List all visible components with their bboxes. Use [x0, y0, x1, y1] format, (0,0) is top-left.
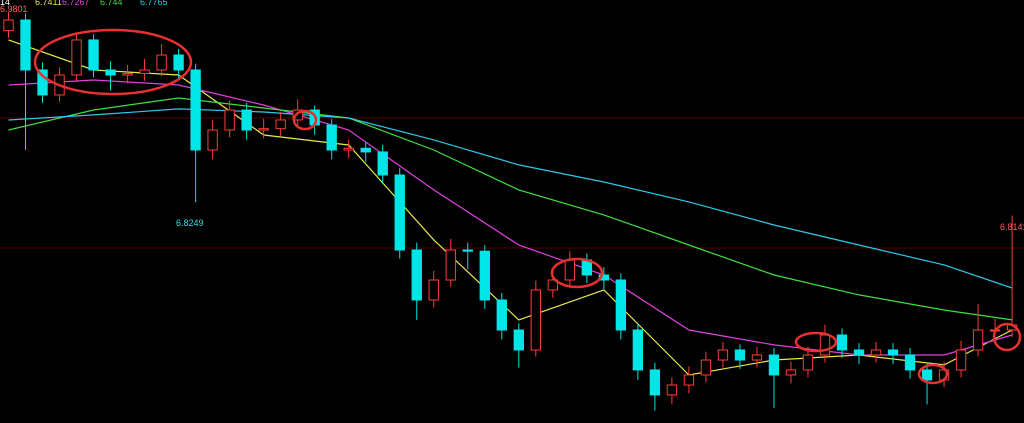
legend-value: 6.744 [100, 0, 123, 7]
candle-body [632, 329, 644, 371]
legend-value: 6.7411 [35, 0, 62, 7]
candle-body [156, 54, 167, 71]
candle-body [122, 73, 133, 76]
candle-body [547, 279, 559, 291]
candle-body [190, 69, 201, 151]
candle-body [207, 129, 218, 151]
ma-line [8, 79, 1013, 356]
ma-line [8, 39, 1013, 376]
candle-body [598, 274, 610, 281]
candle-body [3, 19, 14, 32]
candle-body [445, 249, 456, 281]
candle-body [819, 334, 831, 356]
candle-body [20, 19, 31, 71]
plot [3, 12, 1018, 411]
high-label: 6.9801 [0, 4, 28, 14]
moving-averages [8, 39, 1013, 376]
candle-body [921, 369, 933, 381]
candle-body [649, 369, 661, 396]
highlight-ellipse [992, 322, 1022, 352]
ma-line [8, 108, 1013, 289]
low-label: 6.8249 [176, 218, 204, 228]
candle-body [853, 349, 865, 356]
legend-title: 14 [0, 0, 10, 7]
candle-body [666, 384, 678, 396]
candle-body [394, 174, 405, 251]
candle-body [768, 354, 780, 376]
candle-body [224, 109, 235, 131]
legend-value: 6.7765 [140, 0, 168, 7]
candle-body [530, 289, 541, 351]
candle-body [615, 279, 627, 331]
candle-body [258, 128, 269, 131]
ma-line [8, 97, 1013, 321]
candle-body [955, 349, 967, 371]
candle-body [836, 334, 848, 351]
highlight-ellipse [917, 363, 949, 385]
candle-body [700, 359, 712, 376]
candle-body [564, 259, 576, 281]
candle-body [428, 279, 439, 301]
candle-body [241, 109, 252, 131]
candle-body [343, 147, 354, 151]
candle-body [139, 69, 150, 75]
candle-body [173, 54, 184, 71]
candle-body [496, 299, 507, 331]
candle-body [462, 249, 473, 252]
annotations [33, 28, 1022, 385]
high-label: 6.8141 [1000, 222, 1024, 232]
candle-body [479, 250, 490, 301]
highlight-ellipse [33, 28, 193, 96]
candle-body [870, 349, 882, 356]
candle-body [734, 349, 746, 361]
candle-body [37, 69, 48, 96]
candle-body [88, 39, 99, 71]
candle-body [972, 329, 984, 351]
candle-body [360, 147, 371, 153]
highlight-ellipse [794, 331, 838, 353]
highlight-ellipse [292, 109, 318, 131]
candle-body [904, 354, 916, 371]
candle-body [785, 369, 797, 376]
candle-body [802, 354, 814, 371]
candle-body [887, 349, 899, 356]
legend-value: 6.7267 [62, 0, 90, 7]
candle-body [326, 124, 337, 151]
candle-body [275, 119, 286, 130]
highlight-ellipse [550, 257, 604, 289]
candle-body [71, 39, 82, 76]
candle-body [683, 374, 695, 386]
candle-body [751, 354, 763, 361]
candle-body [292, 109, 303, 121]
candle-body [717, 349, 729, 361]
candle-body [105, 69, 116, 76]
candle-body [411, 249, 422, 301]
candle-body [513, 329, 524, 351]
candle-body [377, 151, 388, 176]
